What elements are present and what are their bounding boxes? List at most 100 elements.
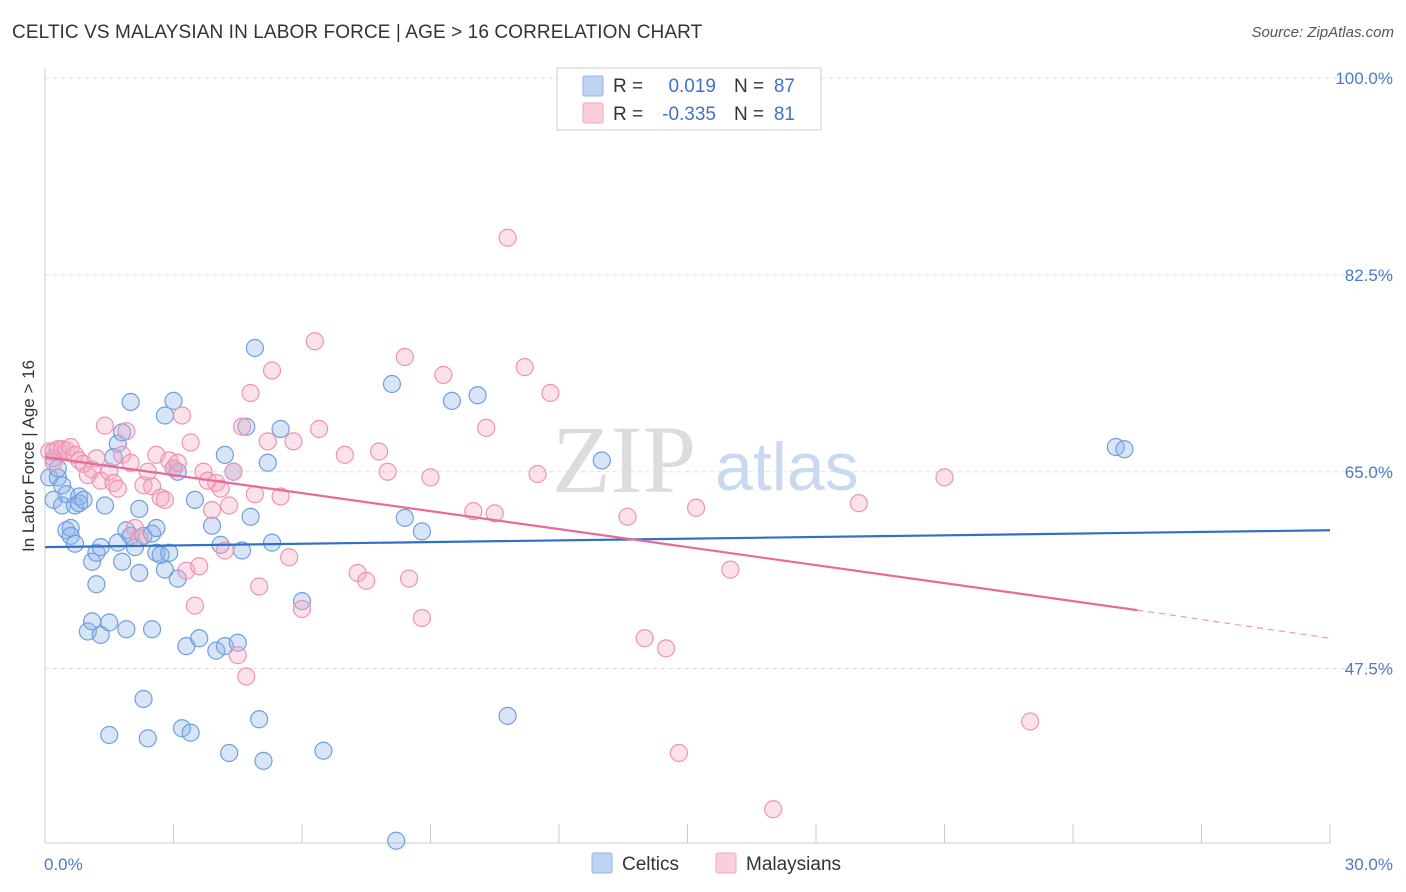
malaysian-point	[280, 548, 299, 567]
celtic-point	[387, 831, 406, 850]
malaysian-point	[686, 498, 706, 517]
malaysian-point	[258, 432, 277, 451]
celtic-point	[592, 451, 611, 470]
watermark-atlas: atlas	[715, 429, 859, 505]
celtic-trend-line	[44, 529, 1331, 549]
celtic-point	[395, 508, 414, 527]
malaysian-point	[335, 445, 354, 464]
malaysian-point	[669, 743, 689, 763]
watermark-zip: ZIP	[552, 406, 696, 513]
y-tick-label: 47.5%	[1345, 660, 1393, 679]
celtic-point	[258, 453, 277, 472]
celtic-point	[100, 613, 119, 632]
celtic-point	[160, 543, 179, 562]
malaysian-point	[635, 629, 654, 648]
celtic-point	[237, 417, 256, 436]
malaysian-trend-line-extension	[1137, 609, 1331, 639]
malaysian-point	[237, 667, 256, 686]
malaysian-point	[87, 449, 106, 468]
series-legend-label-malaysians: Malaysians	[746, 854, 841, 875]
celtic-point	[254, 751, 273, 770]
data-points	[40, 228, 1134, 850]
celtic-point	[245, 338, 264, 358]
malaysian-point	[412, 608, 432, 628]
malaysian-point	[224, 462, 243, 481]
celtic-point	[228, 633, 247, 652]
malaysian-point	[764, 800, 783, 819]
celtic-point	[1115, 440, 1134, 459]
malaysian-point	[250, 577, 269, 596]
malaysian-point	[241, 383, 260, 403]
malaysian-point	[1021, 712, 1040, 731]
malaysian-point	[190, 557, 209, 576]
celtic-point	[74, 490, 93, 509]
celtic-point	[498, 706, 517, 725]
malaysian-point	[464, 502, 483, 521]
malaysian-point	[292, 599, 312, 619]
celtic-point	[65, 534, 85, 553]
grid-lines	[45, 77, 1392, 670]
malaysian-point	[271, 487, 290, 506]
malaysian-point	[202, 500, 222, 520]
malaysian-point	[370, 442, 389, 461]
malaysian-point	[434, 365, 453, 385]
celtic-point	[164, 391, 183, 410]
tick-labels: 47.5% 65.0% 82.5% 100.0% 0.0% 30.0%	[44, 69, 1393, 874]
trend-lines	[44, 456, 1331, 639]
celtic-point	[220, 743, 239, 763]
malaysian-point	[125, 518, 145, 538]
legend-n-label-malaysian: N =	[734, 104, 764, 125]
malaysian-point	[95, 416, 115, 435]
celtic-point	[172, 719, 192, 738]
celtic-point	[138, 729, 157, 748]
celtic-point	[155, 560, 175, 579]
malaysian-point	[305, 332, 324, 351]
malaysian-point	[108, 479, 127, 498]
chart-title: CELTIC VS MALAYSIAN IN LABOR FORCE | AGE…	[12, 22, 703, 43]
series-legend-label-celtics: Celtics	[622, 854, 679, 875]
celtic-point	[190, 629, 209, 648]
legend-r-value-celtic: 0.019	[668, 76, 716, 97]
malaysian-point	[228, 646, 247, 665]
malaysian-point	[117, 422, 136, 441]
malaysian-point	[215, 541, 234, 560]
celtic-point	[83, 552, 102, 571]
celtic-point	[95, 496, 115, 515]
malaysian-trend-line	[44, 456, 1138, 612]
malaysian-point	[618, 507, 637, 526]
celtic-point	[202, 516, 222, 535]
legend-r-label-celtic: R =	[613, 76, 643, 97]
legend-n-value-celtic: 87	[774, 76, 795, 97]
celtic-point	[134, 689, 153, 709]
series-legend-swatch-malaysians	[715, 852, 737, 874]
malaysian-point	[395, 347, 414, 367]
celtic-point	[412, 522, 432, 541]
celtic-point	[147, 518, 166, 538]
x-tick-label: 0.0%	[44, 855, 83, 874]
legend-swatch-malaysian	[582, 102, 604, 124]
celtic-point	[121, 392, 140, 412]
malaysian-point	[399, 569, 419, 588]
celtic-point	[262, 533, 282, 552]
celtic-point	[207, 641, 226, 660]
legend-n-label-celtic: N =	[734, 76, 764, 97]
malaysian-point	[378, 462, 397, 481]
malaysian-point	[498, 228, 517, 247]
malaysian-point	[357, 571, 376, 590]
malaysian-point	[168, 453, 187, 472]
malaysian-point	[155, 490, 175, 509]
y-tick-label: 65.0%	[1345, 463, 1393, 482]
malaysian-point	[485, 504, 504, 523]
celtic-point	[53, 476, 72, 495]
legend-r-label-malaysian: R =	[613, 104, 643, 125]
stats-legend: R = 0.019 N = 87 R = -0.335 N = 81	[556, 67, 822, 131]
malaysian-point	[477, 418, 496, 437]
legend-n-value-malaysian: 81	[774, 104, 795, 125]
malaysian-point	[232, 417, 252, 436]
malaysian-point	[849, 494, 868, 513]
celtic-point	[241, 507, 260, 526]
celtic-point	[250, 710, 269, 729]
celtic-point	[142, 620, 162, 639]
malaysian-point	[541, 383, 560, 403]
